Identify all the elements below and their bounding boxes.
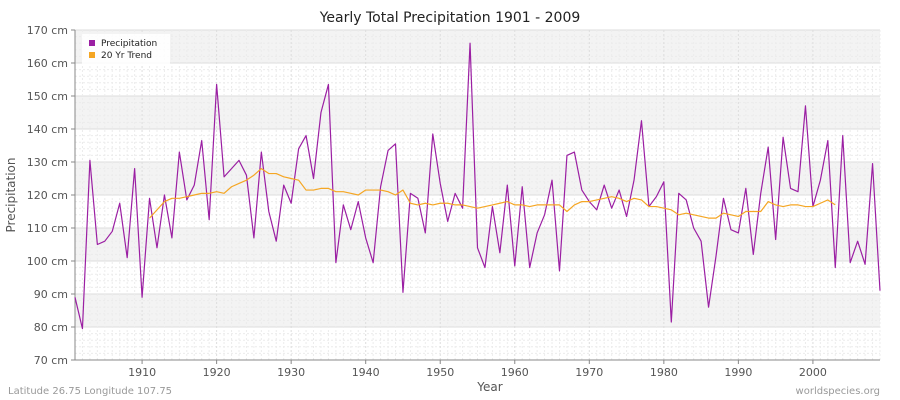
x-tick-label: 1970	[575, 366, 603, 379]
y-tick-label: 70 cm	[34, 354, 68, 367]
background-band	[75, 261, 880, 294]
y-tick-label: 110 cm	[27, 222, 68, 235]
legend-box	[82, 34, 170, 64]
y-tick-label: 160 cm	[27, 57, 68, 70]
legend: Precipitation 20 Yr Trend	[82, 34, 170, 64]
series-line-precipitation	[74, 42, 881, 330]
x-tick-label: 1910	[128, 366, 156, 379]
y-axis-label: Precipitation	[4, 157, 18, 232]
x-tick-label: 1990	[724, 366, 752, 379]
y-tick-label: 120 cm	[27, 189, 68, 202]
data-series	[74, 42, 881, 330]
series-line-20-yr-trend	[149, 168, 836, 219]
x-tick-label: 1940	[352, 366, 380, 379]
chart-title: Yearly Total Precipitation 1901 - 2009	[319, 10, 581, 26]
x-tick-label: 1980	[650, 366, 678, 379]
x-tick-label: 1920	[203, 366, 231, 379]
footer-source: worldspecies.org	[796, 386, 880, 397]
x-axis-label: Year	[476, 380, 502, 394]
legend-swatch-precipitation	[89, 40, 95, 46]
legend-label-precipitation: Precipitation	[101, 39, 157, 49]
x-tick-label: 1950	[426, 366, 454, 379]
y-tick-labels: 70 cm 80 cm 90 cm 100 cm 110 cm 120 cm 130 cm 1…	[27, 24, 75, 367]
y-tick-label: 150 cm	[27, 90, 68, 103]
x-tick-label: 1960	[501, 366, 529, 379]
footer-coordinates: Latitude 26.75 Longitude 107.75	[8, 386, 172, 397]
y-tick-label: 130 cm	[27, 156, 68, 169]
y-tick-label: 140 cm	[27, 123, 68, 136]
legend-label-trend: 20 Yr Trend	[101, 51, 152, 61]
x-tick-labels: 1910 1920 1930 1940 1950 1960 1970 1980 1990 2000	[128, 360, 827, 379]
background-band	[75, 96, 880, 129]
y-tick-label: 100 cm	[27, 255, 68, 268]
background-band	[75, 129, 880, 162]
x-tick-label: 1930	[277, 366, 305, 379]
x-tick-label: 2000	[799, 366, 827, 379]
y-tick-label: 90 cm	[34, 288, 68, 301]
y-tick-label: 170 cm	[27, 24, 68, 37]
legend-swatch-trend	[89, 52, 95, 58]
y-tick-label: 80 cm	[34, 321, 68, 334]
